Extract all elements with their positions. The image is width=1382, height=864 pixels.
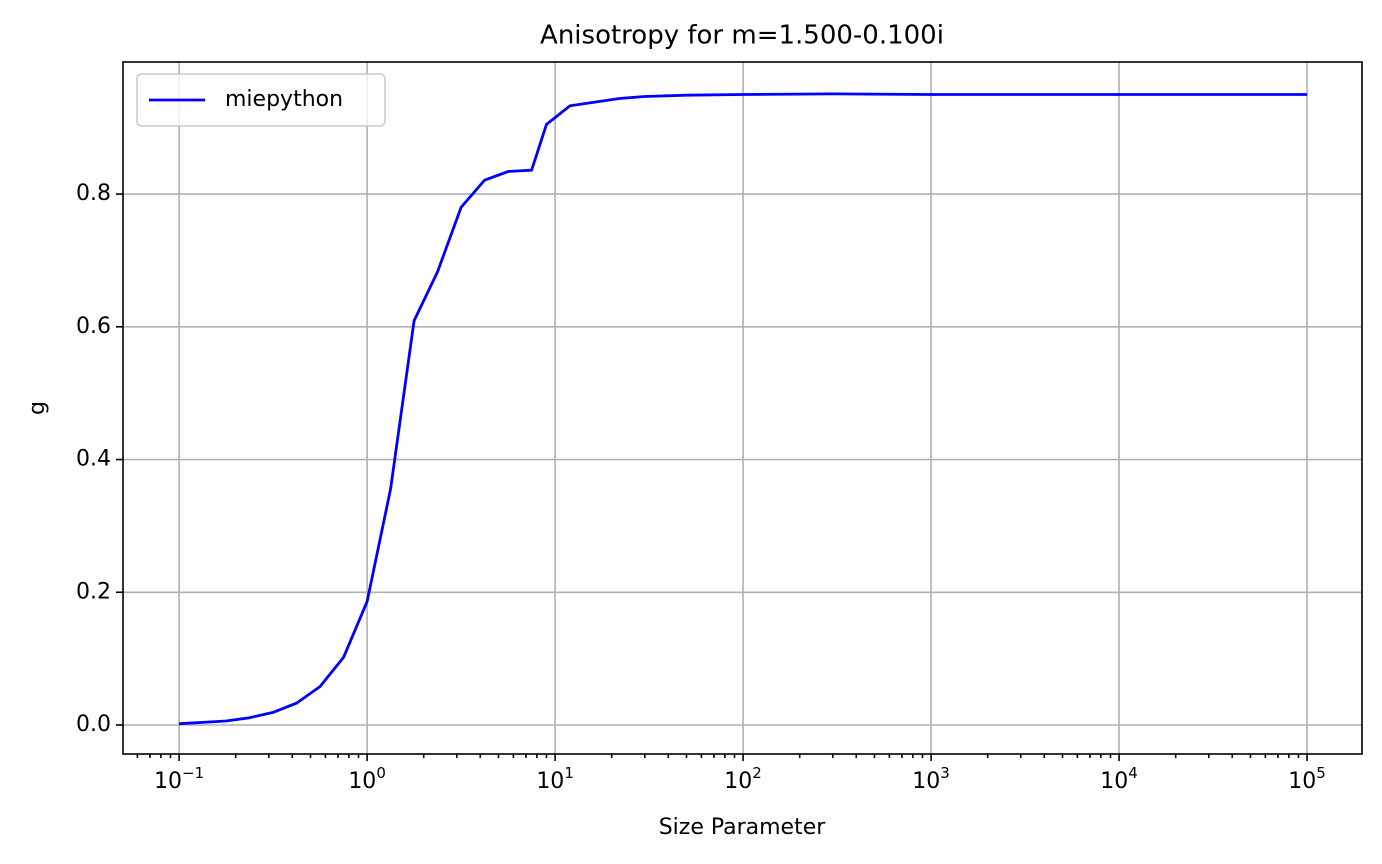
tick-base: 10 bbox=[154, 769, 182, 794]
x-tick-label: 100 bbox=[348, 764, 386, 795]
legend-label: miepython bbox=[225, 87, 343, 112]
chart-title: Anisotropy for m=1.500-0.100i bbox=[540, 21, 944, 51]
y-tick-label: 0.2 bbox=[76, 579, 111, 604]
tick-base: 10 bbox=[536, 769, 564, 794]
tick-base: 10 bbox=[348, 769, 376, 794]
tick-exponent: 4 bbox=[1128, 764, 1138, 782]
x-axis-label: Size Parameter bbox=[659, 815, 827, 840]
tick-base: 10 bbox=[1100, 769, 1128, 794]
x-tick-label: 105 bbox=[1288, 764, 1326, 795]
y-axis-label: g bbox=[25, 401, 50, 415]
x-tick-label: 102 bbox=[724, 764, 762, 795]
tick-base: 10 bbox=[912, 769, 940, 794]
tick-exponent: 5 bbox=[1316, 764, 1326, 782]
tick-base: 10 bbox=[1288, 769, 1316, 794]
y-tick-label: 0.8 bbox=[76, 181, 111, 206]
tick-base: 10 bbox=[724, 769, 752, 794]
plot-frame bbox=[122, 61, 1363, 755]
x-tick-label: 103 bbox=[912, 764, 950, 795]
y-tick-label: 0.4 bbox=[76, 447, 111, 472]
y-tick-label: 0.6 bbox=[76, 314, 111, 339]
tick-exponent: 1 bbox=[564, 764, 574, 782]
x-tick-label: 10−1 bbox=[154, 764, 204, 795]
tick-exponent: 0 bbox=[376, 764, 386, 782]
legend-box bbox=[136, 73, 386, 127]
x-tick-label: 101 bbox=[536, 764, 574, 795]
y-tick-label: 0.0 bbox=[76, 712, 111, 737]
tick-exponent: −1 bbox=[182, 764, 204, 782]
data-line bbox=[179, 92, 1308, 726]
x-tick-label: 104 bbox=[1100, 764, 1138, 795]
tick-exponent: 2 bbox=[752, 764, 762, 782]
tick-exponent: 3 bbox=[940, 764, 950, 782]
